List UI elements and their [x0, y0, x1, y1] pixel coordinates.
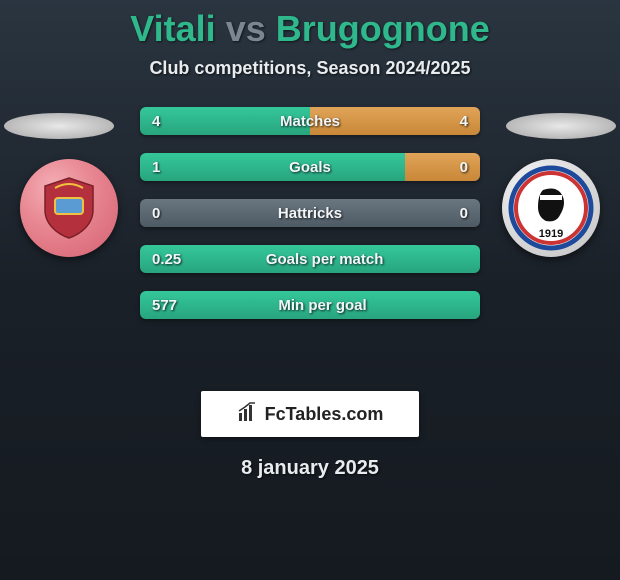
moor-head-icon: 1919 [508, 165, 594, 251]
stat-label: Min per goal [177, 297, 468, 314]
stat-label: Matches [160, 113, 459, 130]
club-badge-left [20, 159, 118, 257]
stat-bar-overlay: 0Hattricks0 [140, 199, 480, 227]
comparison-title: Vitali vs Brugognone [0, 0, 620, 50]
svg-text:1919: 1919 [539, 228, 563, 240]
stat-value-right: 4 [460, 113, 468, 130]
stat-label: Goals [160, 159, 459, 176]
stat-bar-overlay: 4Matches4 [140, 107, 480, 135]
stat-row: 577Min per goal [140, 291, 480, 319]
head-silhouette-right [506, 113, 616, 139]
stat-value-right: 0 [460, 159, 468, 176]
stat-value-left: 4 [152, 113, 160, 130]
stat-value-left: 0.25 [152, 251, 181, 268]
chart-icon [237, 401, 259, 428]
brand-box: FcTables.com [201, 391, 419, 437]
stat-bar-overlay: 1Goals0 [140, 153, 480, 181]
stat-value-left: 1 [152, 159, 160, 176]
date-text: 8 january 2025 [0, 457, 620, 480]
stat-value-left: 577 [152, 297, 177, 314]
player2-name: Brugognone [276, 8, 490, 49]
stat-row: 0Hattricks0 [140, 199, 480, 227]
club-badge-right: 1919 [502, 159, 600, 257]
stat-row: 0.25Goals per match [140, 245, 480, 273]
subtitle: Club competitions, Season 2024/2025 [0, 58, 620, 79]
stat-value-left: 0 [152, 205, 160, 222]
head-silhouette-left [4, 113, 114, 139]
stat-bar-overlay: 577Min per goal [140, 291, 480, 319]
vs-text: vs [226, 8, 266, 49]
stat-label: Hattricks [160, 205, 459, 222]
stat-bar-overlay: 0.25Goals per match [140, 245, 480, 273]
brand-text: FcTables.com [265, 404, 384, 425]
stat-bars: 4Matches41Goals00Hattricks00.25Goals per… [140, 107, 480, 337]
player1-name: Vitali [130, 8, 215, 49]
stat-row: 1Goals0 [140, 153, 480, 181]
stat-value-right: 0 [460, 205, 468, 222]
shield-icon [41, 176, 97, 240]
stat-row: 4Matches4 [140, 107, 480, 135]
stat-label: Goals per match [181, 251, 468, 268]
stats-arena: 1919 4Matches41Goals00Hattricks00.25Goal… [0, 107, 620, 367]
